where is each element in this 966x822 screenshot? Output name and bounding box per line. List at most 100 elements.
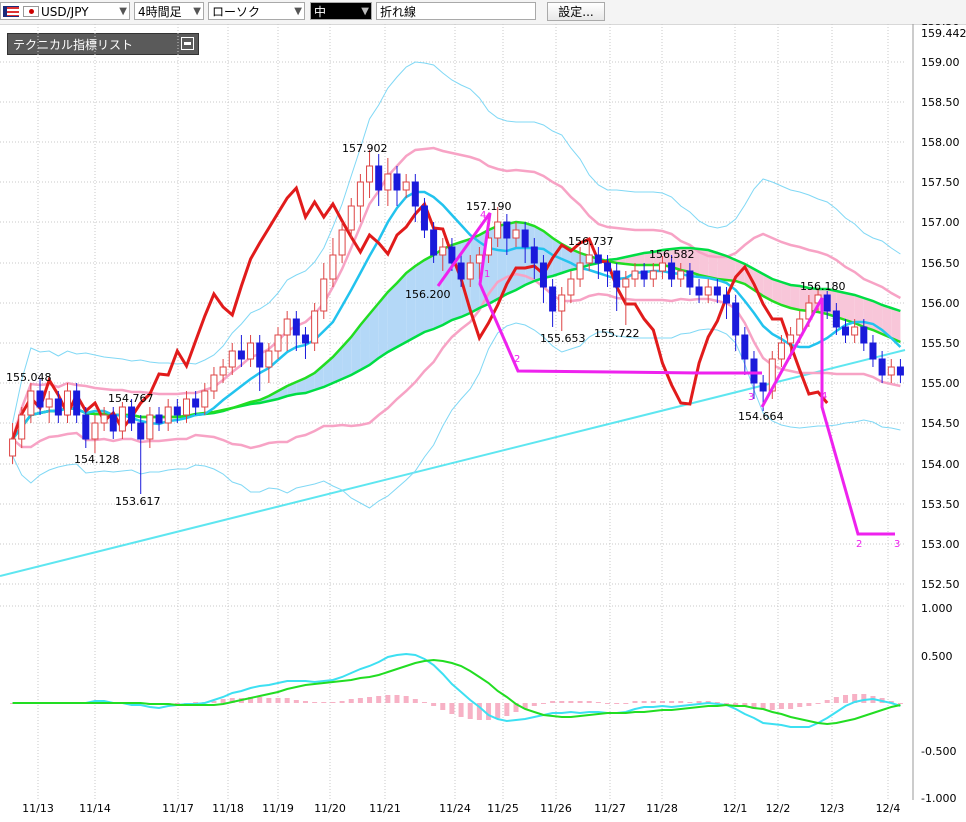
- macd-histogram-bar: [760, 703, 766, 710]
- candle: [201, 383, 209, 415]
- macd-histogram-bar: [687, 702, 693, 703]
- chevron-down-icon: ▼: [294, 6, 302, 17]
- price-label: 154.664: [738, 410, 784, 423]
- macd-histogram-bar: [843, 695, 849, 703]
- candle-body: [283, 318, 291, 336]
- date-tick-label: 12/3: [820, 802, 845, 815]
- candle-body: [759, 382, 767, 392]
- minimize-icon[interactable]: [181, 37, 194, 50]
- candle: [622, 271, 630, 325]
- date-tick-label: 11/14: [79, 802, 111, 815]
- candle-body: [723, 294, 731, 304]
- price-tick-label: 155.00: [921, 377, 960, 390]
- macd-histogram-bar: [751, 703, 757, 709]
- candle: [320, 263, 328, 319]
- macd-histogram-bar: [495, 703, 501, 718]
- candle-body: [356, 181, 364, 207]
- macd-histogram-bar: [595, 702, 601, 703]
- candle-body: [146, 414, 154, 440]
- candle: [182, 391, 190, 423]
- candle-body: [329, 254, 337, 280]
- candle: [338, 222, 346, 263]
- candle: [677, 263, 685, 287]
- candle: [494, 207, 502, 247]
- macd-histogram-bar: [211, 701, 217, 703]
- candle-body: [164, 406, 172, 424]
- candle: [347, 198, 355, 238]
- pair-select[interactable]: USD/JPY ▼: [0, 2, 130, 20]
- macd-histogram-bar: [540, 703, 546, 704]
- bollinger-line: [11, 146, 902, 440]
- candle-body: [887, 366, 895, 376]
- candle: [521, 222, 529, 263]
- candle-body: [466, 262, 474, 280]
- candle-body: [73, 390, 81, 416]
- candle: [411, 174, 419, 222]
- candle-body: [45, 398, 53, 408]
- tool-field[interactable]: 折れ線: [376, 2, 536, 20]
- indicator-list-button[interactable]: テクニカル指標リスト: [7, 33, 199, 55]
- date-tick-label: 11/28: [646, 802, 678, 815]
- candle-body: [494, 221, 502, 239]
- price-tick-label: 153.00: [921, 538, 960, 551]
- chart-type-select[interactable]: ローソク ▼: [208, 2, 305, 20]
- indicator-list-label: テクニカル指標リスト: [13, 38, 134, 52]
- macd-histogram-bar: [815, 703, 821, 704]
- candle: [265, 343, 273, 383]
- candle: [695, 279, 703, 303]
- macd-histogram-bar: [513, 703, 519, 712]
- candle-body: [182, 398, 190, 416]
- price-chart[interactable]: 1 2 3 4 2 3 4 155.048 154.767 154.128 153.617 157.…: [0, 24, 966, 822]
- candle-body: [247, 342, 255, 360]
- macd-histogram-bar: [302, 701, 308, 703]
- cloud-segment: [433, 249, 443, 329]
- line-style-select[interactable]: 中 ▼: [310, 2, 372, 20]
- date-tick-label: 11/19: [262, 802, 294, 815]
- candle: [237, 335, 245, 367]
- candle: [741, 327, 749, 375]
- date-tick-label: 11/27: [594, 802, 626, 815]
- candle: [73, 383, 81, 423]
- macd-histogram-bar: [367, 697, 373, 703]
- candle-body: [668, 262, 676, 280]
- candle: [384, 158, 392, 206]
- candle: [750, 351, 758, 399]
- cloud-segment: [854, 295, 864, 327]
- price-tick-label: 158.50: [921, 96, 960, 109]
- settings-button[interactable]: 設定...: [547, 2, 605, 21]
- candle: [530, 238, 538, 279]
- macd-histogram-bar: [174, 703, 180, 704]
- macd-histogram-bar: [778, 703, 784, 709]
- timeframe-select[interactable]: 4時間足 ▼: [134, 2, 204, 20]
- candle-body: [686, 270, 694, 288]
- macd-histogram-bar: [357, 698, 363, 703]
- macd-histogram-bar: [788, 703, 794, 709]
- candle-body: [54, 398, 62, 416]
- candle: [36, 379, 44, 415]
- candle: [878, 351, 886, 383]
- cloud-segment: [644, 252, 654, 265]
- cloud-segment: [680, 248, 690, 272]
- candle-body: [503, 221, 511, 239]
- macd-histogram-bar: [330, 702, 336, 703]
- macd-histogram-bar: [394, 695, 400, 703]
- candle: [375, 154, 383, 206]
- macd-tick-label: 0.500: [921, 650, 953, 663]
- candle-body: [869, 342, 877, 360]
- candle: [640, 263, 648, 287]
- candle: [457, 255, 465, 287]
- candle-body: [622, 278, 630, 288]
- cloud-segment: [387, 283, 398, 352]
- macd-histogram-bar: [614, 703, 620, 704]
- candle: [356, 174, 364, 222]
- candle-body: [18, 414, 26, 440]
- candle: [686, 263, 694, 295]
- price-tick-label: 156.50: [921, 257, 960, 270]
- candle-body: [842, 326, 850, 336]
- chevron-down-icon: ▼: [119, 6, 127, 17]
- macd-histogram-bar: [220, 699, 226, 703]
- candle: [585, 243, 593, 271]
- candle-body: [860, 326, 868, 344]
- candle-body: [128, 406, 136, 424]
- candle: [247, 335, 255, 367]
